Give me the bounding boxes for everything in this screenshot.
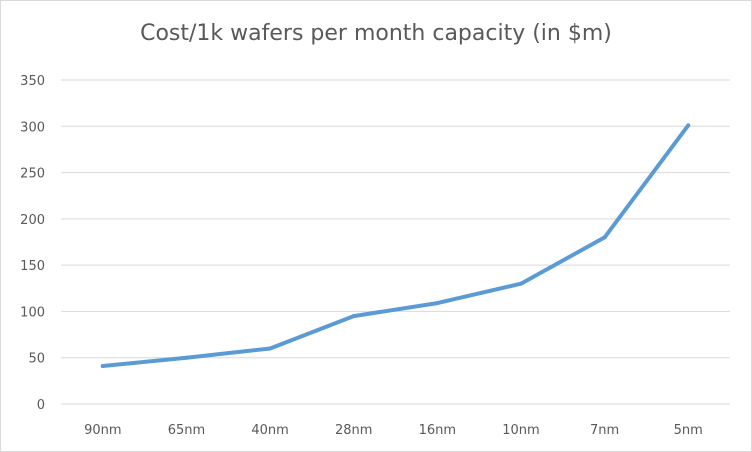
x-tick-label: 7nm xyxy=(590,423,619,438)
data-point xyxy=(268,346,273,351)
series-line-0 xyxy=(100,123,691,368)
x-tick-label: 65nm xyxy=(168,423,205,438)
chart-title: Cost/1k wafers per month capacity (in $m… xyxy=(140,21,612,46)
y-tick-label: 300 xyxy=(20,120,45,135)
data-point xyxy=(686,123,691,128)
y-tick-label: 250 xyxy=(20,167,45,182)
series-group xyxy=(100,123,691,369)
x-tick-label: 28nm xyxy=(335,423,372,438)
x-tick-label: 40nm xyxy=(251,423,288,438)
y-tick-label: 200 xyxy=(20,213,45,228)
data-point xyxy=(351,314,356,319)
data-point xyxy=(100,364,105,369)
data-point xyxy=(602,235,607,240)
y-tick-label: 350 xyxy=(20,74,45,89)
data-point xyxy=(518,281,523,286)
x-tick-label: 16nm xyxy=(419,423,456,438)
gridlines xyxy=(61,79,730,405)
y-tick-label: 50 xyxy=(28,352,45,367)
x-tick-label: 90nm xyxy=(84,423,121,438)
y-tick-label: 100 xyxy=(20,305,45,320)
data-point xyxy=(184,355,189,360)
x-tick-label: 5nm xyxy=(674,423,703,438)
y-tick-label: 0 xyxy=(37,398,45,413)
y-axis-ticks: 0 50 100 150 200 250 300 350 xyxy=(20,74,45,413)
x-tick-label: 10nm xyxy=(502,423,539,438)
x-axis-ticks: 90nm 65nm 40nm 28nm 16nm 10nm 7nm 5nm xyxy=(84,423,703,438)
data-point xyxy=(435,301,440,306)
y-tick-label: 150 xyxy=(20,259,45,274)
